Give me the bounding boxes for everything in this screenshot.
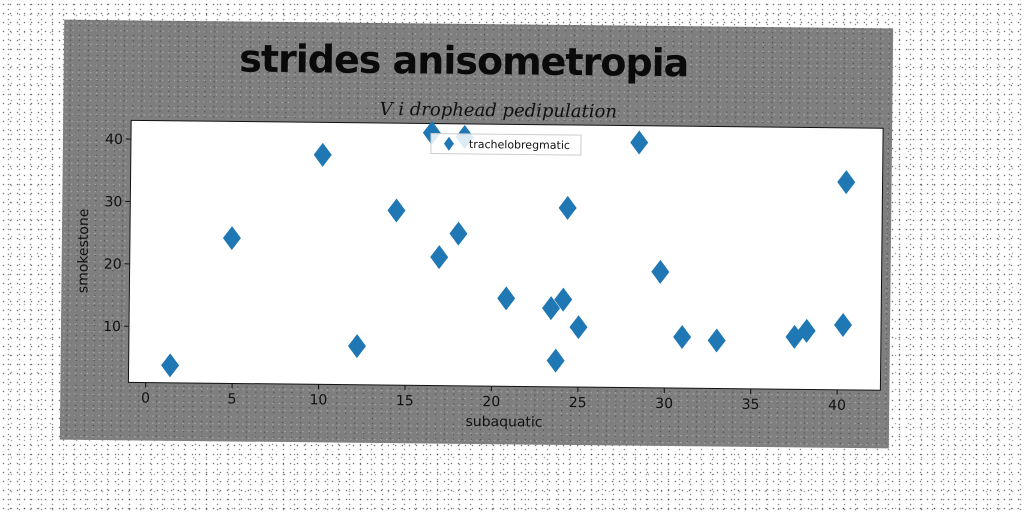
y-tick-label: 10 [103, 319, 121, 335]
scatter-point [834, 312, 853, 337]
chart-figure: strides anisometropia V i drophead pedip… [59, 19, 894, 449]
scatter-point [348, 334, 367, 359]
scatter-chart: strides anisometropia V i drophead pedip… [75, 37, 884, 431]
scatter-point [546, 348, 565, 373]
scatter-point [569, 315, 588, 340]
y-tick-label: 30 [104, 194, 122, 210]
x-tick-label: 5 [227, 391, 236, 407]
scatter-point [222, 226, 241, 251]
scatter-point [313, 142, 332, 167]
y-axis-label: smokestone [75, 209, 92, 294]
chart-subtitle: V i drophead pedipulation [379, 99, 617, 122]
legend-diamond-icon [443, 136, 454, 151]
scatter-point [387, 198, 406, 223]
chart-title: strides anisometropia [239, 37, 689, 86]
scatter-point [651, 259, 670, 284]
x-tick-label: 10 [309, 392, 327, 408]
y-tick-label: 20 [104, 257, 122, 273]
y-tick-label: 40 [105, 132, 123, 148]
scatter-point [161, 353, 180, 378]
scatter-point [707, 328, 726, 353]
scatter-point [630, 130, 649, 155]
scatter-point [554, 287, 573, 312]
x-axis-label: subaquatic [465, 414, 542, 431]
plot-area [127, 119, 884, 391]
x-tick-label: 30 [655, 396, 673, 412]
axis-ticks: 0 5 10 15 20 25 30 35 40 10 20 30 40 [103, 132, 846, 414]
x-tick-label: 15 [396, 393, 414, 409]
x-tick-label: 0 [141, 390, 150, 406]
scatter-point [673, 325, 692, 350]
legend-label: trachelobregmatic [469, 138, 570, 152]
legend-box [430, 133, 582, 156]
x-tick-label: 25 [569, 395, 587, 411]
scatter-point [837, 170, 856, 195]
scatter-point [430, 245, 449, 270]
legend: trachelobregmatic [430, 133, 582, 156]
x-tick-label: 40 [828, 398, 846, 414]
scatter-point [797, 318, 816, 343]
scatter-point [449, 221, 468, 246]
scatter-point [497, 286, 516, 311]
scatter-point [542, 296, 561, 321]
scatter-point [422, 120, 441, 145]
x-tick-label: 20 [482, 394, 500, 410]
x-tick-label: 35 [742, 397, 760, 413]
scatter-point [558, 195, 577, 220]
